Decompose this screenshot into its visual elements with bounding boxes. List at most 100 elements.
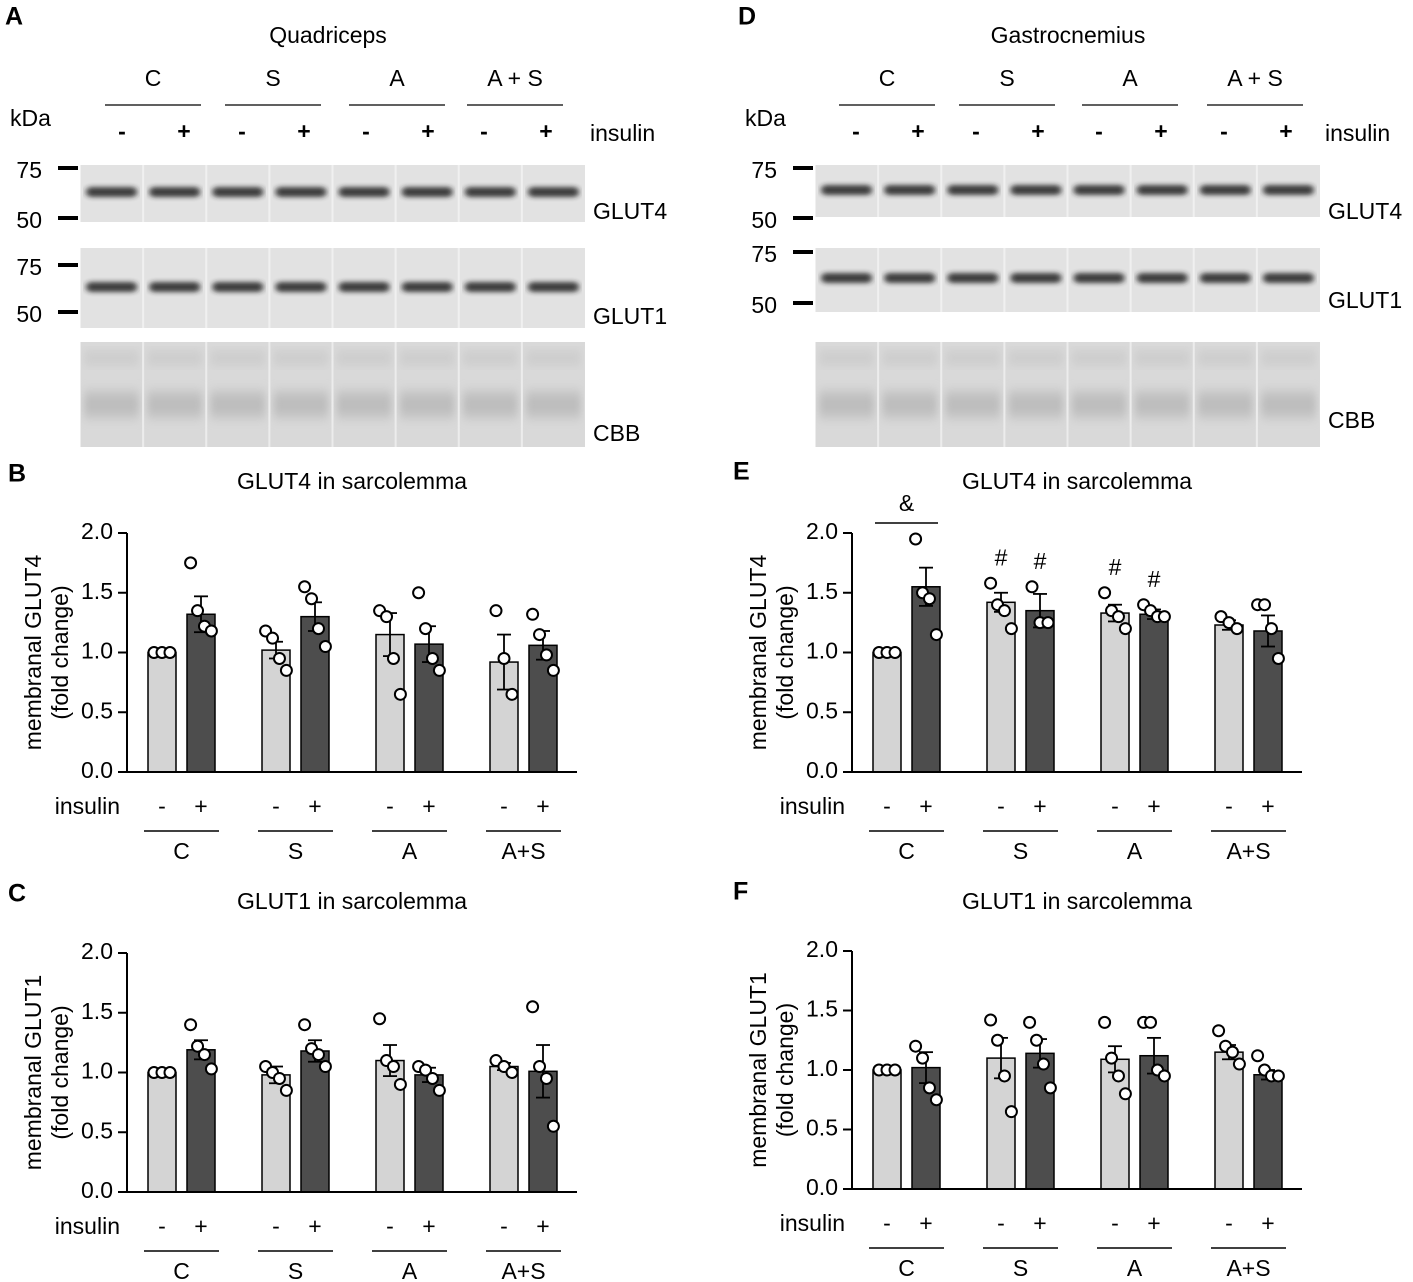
insulin-sign: - [1220,118,1228,144]
band-name: CBB [593,420,640,446]
y-tick-label: 1.0 [806,1055,838,1081]
insulin-sign: - [480,118,488,144]
insulin-sign: + [1033,1210,1046,1236]
band-name: GLUT4 [1328,198,1402,224]
y-tick-label: 1.5 [806,996,838,1022]
bar [1025,609,1055,773]
chart-title: GLUT4 in sarcolemma [237,468,467,494]
panel-letter: A [5,3,23,31]
insulin-sign: - [997,1210,1005,1236]
data-point [204,624,218,638]
blot-title: Gastrocnemius [991,22,1146,48]
insulin-sign: - [386,1213,394,1239]
insulin-sign: - [158,1213,166,1239]
panel-letter: B [8,460,26,488]
cbb-band [147,352,203,364]
bar [1253,1074,1283,1190]
data-point [425,651,439,665]
insulin-sign: + [421,118,434,144]
annotation: & [899,490,914,516]
data-point [1118,1087,1132,1101]
data-point [412,586,426,600]
y-tick-label: 2.0 [81,938,113,964]
insulin-sign: - [1111,793,1119,819]
blot-band [1262,273,1314,283]
blot-band [149,187,201,197]
cbb-band [336,352,392,364]
cbb-band [1260,352,1316,364]
data-point [298,1018,312,1032]
insulin-sign: - [1095,118,1103,144]
data-point [888,646,902,659]
blot-band [1073,273,1125,283]
x-tick-label: S [1013,1255,1028,1281]
insulin-sign: + [1261,1210,1274,1236]
insulin-sign: - [1111,1210,1119,1236]
y-tick-label: 1.5 [81,998,113,1024]
marker-label: 50 [751,292,777,318]
blot-band [464,282,516,292]
y-tick-label: 0.0 [81,757,113,783]
insulin-sign: + [539,118,552,144]
cbb-band [84,392,140,417]
y-axis-label: (fold change) [772,1003,798,1137]
bar [911,586,941,773]
y-tick-label: 1.5 [806,578,838,604]
y-tick-label: 0.5 [806,1115,838,1141]
blot-band [86,282,138,292]
data-point [888,1063,902,1077]
bar [147,1071,177,1193]
cbb-band [84,352,140,364]
y-axis-label: membranal GLUT1 [745,972,771,1168]
y-tick-label: 1.5 [81,578,113,604]
data-point [266,631,280,645]
blot-band [527,282,579,292]
data-point [1036,1057,1050,1071]
insulin-sign: - [118,118,126,144]
blot-band [212,187,264,197]
y-axis-label: (fold change) [772,585,798,719]
bar [1025,1052,1055,1190]
blot-band [1199,273,1251,283]
y-tick-label: 2.0 [806,936,838,962]
insulin-sign: - [997,793,1005,819]
blot-title: Quadriceps [269,22,387,48]
data-point [991,1033,1005,1047]
insulin-sign: + [1147,793,1160,819]
insulin-sign: - [1225,1210,1233,1236]
annotation: # [1109,554,1122,580]
data-point [1271,1069,1285,1083]
insulin-sign: + [308,793,321,819]
y-tick-label: 0.5 [806,697,838,723]
insulin-label: insulin [1325,120,1390,146]
cbb-band [210,392,266,417]
blot-band [1262,185,1314,195]
insulin-sign: + [919,793,932,819]
data-point [1098,586,1112,600]
x-row-label: insulin [780,793,845,819]
blot-band [947,185,999,195]
insulin-label: insulin [590,120,655,146]
marker-label: 75 [751,241,777,267]
marker-label: 75 [16,254,42,280]
data-point [1251,1049,1265,1063]
data-point [533,628,547,642]
cbb-band [945,352,1001,364]
blot-band [86,187,138,197]
data-point [929,628,943,642]
insulin-sign: - [500,793,508,819]
insulin-sign: + [919,1210,932,1236]
x-tick-label: A [1127,1255,1143,1281]
data-point [272,651,286,665]
blot-band [275,282,327,292]
blot-band [149,282,201,292]
insulin-sign: - [272,1213,280,1239]
x-tick-label: A+S [501,838,545,864]
insulin-sign: - [883,793,891,819]
data-point [1043,1081,1057,1095]
y-axis-label: membranal GLUT1 [20,975,46,1171]
y-tick-label: 0.5 [81,697,113,723]
bar [375,1059,405,1193]
insulin-sign: + [308,1213,321,1239]
